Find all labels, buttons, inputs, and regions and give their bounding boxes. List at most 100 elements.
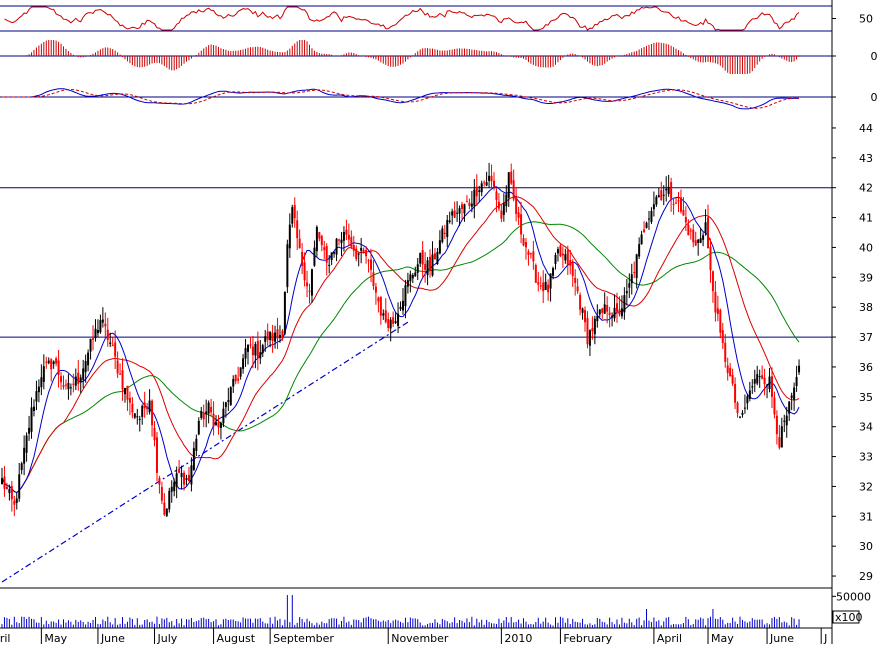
candle-body [256,340,259,359]
candle-body [399,306,402,310]
candle-body [773,397,776,415]
candle-body [559,245,562,257]
candle-body [640,234,643,245]
month-label: June [100,632,125,644]
candle-body [45,361,48,363]
candle-body [168,490,171,510]
candle-body [795,376,798,387]
candle-body [237,378,240,381]
candle-body [436,251,439,264]
candle-body [160,487,163,501]
candle-body [505,194,508,207]
candle-body [433,253,436,260]
candle-body [217,422,220,428]
candle-body [586,318,589,345]
candle-body [611,315,614,318]
candle-body [495,191,498,200]
candle-body [483,182,486,184]
candle-body [345,229,348,235]
candle-body [588,330,591,346]
candle-body [215,422,218,425]
candle-body [5,486,8,490]
candle-body [57,360,60,375]
candle-body [709,246,712,271]
candle-body [456,212,459,214]
candle-body [576,286,579,292]
candle-body [596,315,599,322]
candle-body [32,406,35,411]
ma-long-line [1,221,800,494]
candle-body [566,250,569,266]
candle-body [714,291,717,313]
candle-body [276,329,279,339]
candle-body [35,391,38,402]
candle-body [210,406,213,413]
candle-body [200,410,203,418]
candle-body [141,405,144,417]
candle-body [527,251,530,255]
candle-body [468,202,471,207]
candle-body [785,415,788,426]
candle-body [310,269,313,296]
candle-body [726,365,729,373]
candle-body [510,171,513,184]
candle-body [99,320,102,333]
candle-body [743,407,746,409]
y-tick-label: 39 [859,271,873,284]
candle-body [286,244,289,288]
candle-body [15,498,18,504]
candle-body [180,472,183,478]
candle-body [207,402,210,414]
candle-body [451,211,454,216]
candle-body [72,383,75,385]
candle-body [212,413,215,427]
y-tick-label: 37 [859,331,873,344]
candle-body [682,209,685,216]
candle-body [325,245,328,263]
candle-body [197,420,200,435]
candle-body [119,373,122,375]
candle-body [502,203,505,215]
candle-body [133,413,136,418]
candle-body [679,197,682,212]
candle-body [40,377,43,388]
month-label: August [217,632,256,644]
candle-body [185,478,188,481]
candle-body [645,222,648,228]
candle-body [333,251,336,254]
candle-body [768,376,771,389]
candle-body [362,249,365,253]
candle-body [778,437,781,448]
month-label: June [769,632,794,644]
y-tick-label: 38 [859,301,873,314]
candle-body [761,375,764,379]
candle-body [650,210,653,222]
candle-body [736,402,739,413]
candle-body [379,296,382,316]
candle-body [219,422,222,428]
candle-body [138,418,141,420]
candle-body [446,220,449,238]
candle-body [711,271,714,292]
candle-body [497,201,500,209]
candle-body [522,238,525,246]
candle-body [389,319,392,329]
month-label: July [157,632,178,644]
candle-body [165,508,168,516]
candle-body [461,204,464,209]
candle-body [421,250,424,265]
month-label: April [657,632,682,644]
candle-body [741,412,744,415]
candle-body [532,251,535,262]
candle-body [269,331,272,341]
candle-body [643,229,646,233]
candle-body [330,252,333,261]
candle-body [616,303,618,312]
y-tick-label: 43 [859,152,873,165]
trendline [1,321,409,583]
candle-body [790,395,793,398]
candle-body [788,401,791,414]
candle-body [114,342,117,357]
candle-body [544,281,547,291]
